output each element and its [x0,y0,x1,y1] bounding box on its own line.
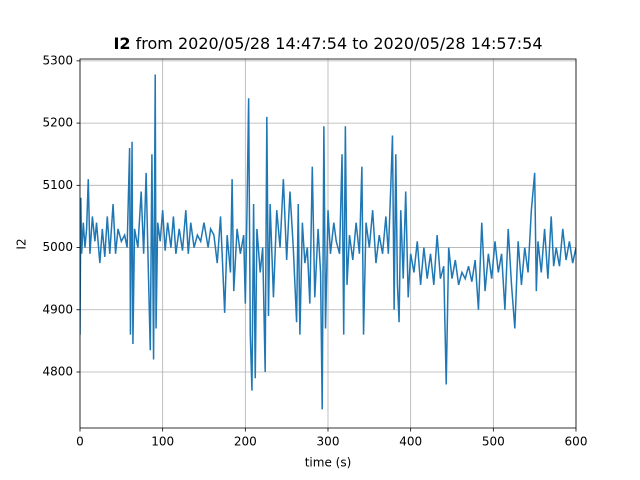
x-tick-label: 200 [234,435,257,449]
x-tick-label: 100 [151,435,174,449]
data-line [80,74,576,410]
x-tick-label: 300 [317,435,340,449]
x-tick-label: 500 [482,435,505,449]
y-tick-label: 5200 [42,116,73,130]
y-tick-label: 4900 [42,302,73,316]
title-variable: I2 [113,34,130,53]
y-tick-label: 4800 [42,364,73,378]
x-axis-label: time (s) [305,456,352,470]
y-tick-label: 5100 [42,178,73,192]
y-tick-label: 5000 [42,240,73,254]
chart-title: I2 from 2020/05/28 14:47:54 to 2020/05/2… [113,34,542,53]
plot-frame [79,58,577,429]
x-tick-label: 600 [565,435,588,449]
title-range: from 2020/05/28 14:47:54 to 2020/05/28 1… [136,34,543,53]
x-tick-label: 0 [76,435,84,449]
y-tick-label: 5300 [42,53,73,67]
y-axis-label: I2 [15,238,29,249]
x-tick-label: 400 [399,435,422,449]
